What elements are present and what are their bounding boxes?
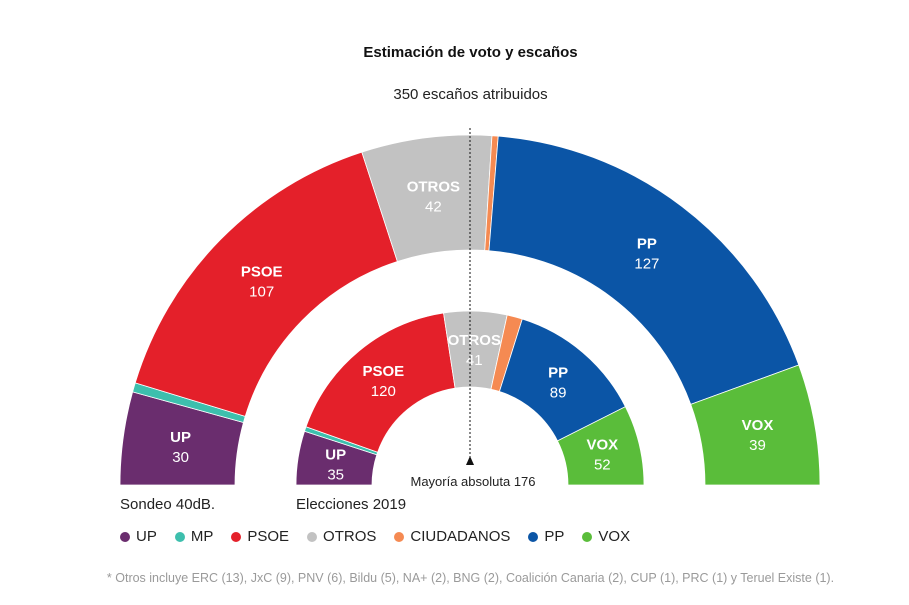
majority-arrow-icon [466, 456, 474, 465]
outer-ring-sondeo: UP 30 PSOE 107 OTROS 42 PP 127 VOX 39 [119, 134, 821, 486]
segment-label-psoe: PSOE [362, 363, 404, 380]
segment-label-up: UP [170, 429, 191, 446]
chart-subtitle: 350 escaños atribuidos [393, 86, 548, 103]
legend-label: MP [190, 528, 214, 545]
segment-label-up: UP [325, 447, 346, 464]
segment-label-vox: VOX [586, 437, 618, 454]
segment-value-otros: 42 [425, 198, 442, 215]
majority-label: Mayoría absoluta 176 [410, 474, 535, 489]
segment-value-psoe: 107 [249, 283, 274, 300]
footnote: * Otros incluye ERC (13), JxC (9), PNV (… [106, 571, 835, 585]
legend-dot-icon [307, 531, 318, 542]
chart-title: Estimación de voto y escaños [363, 44, 578, 61]
segment-value-up: 30 [172, 449, 189, 466]
legend-dot-icon [394, 531, 405, 542]
legend-dot-icon [582, 531, 593, 542]
inner-ring-elecciones: UP 35 PSOE 120 OTROS 41 PP 89 VOX 52 [295, 310, 645, 486]
segment-pp [488, 135, 800, 405]
majority-marker: Mayoría absoluta 176 [410, 128, 536, 489]
legend-item-pp: PP [528, 528, 564, 545]
segment-label-pp: PP [637, 236, 657, 253]
segment-label-otros: OTROS [407, 178, 460, 195]
hemicycle-chart: UP 30 PSOE 107 OTROS 42 PP 127 VOX 39 UP 35 PSOE 120… [119, 128, 821, 489]
segment-value-vox: 52 [594, 457, 611, 474]
segment-value-vox: 39 [749, 437, 766, 454]
legend-dot-icon [231, 531, 242, 542]
segment-label-pp: PP [548, 364, 568, 381]
legend-item-psoe: PSOE [231, 528, 289, 545]
segment-value-up: 35 [327, 467, 344, 484]
segment-value-pp: 127 [634, 256, 659, 273]
legend-label: PP [544, 528, 565, 545]
segment-vox [690, 364, 821, 486]
legend-item-up: UP [120, 528, 157, 545]
legend-item-otros: OTROS [307, 528, 376, 545]
segment-value-psoe: 120 [371, 383, 396, 400]
segment-label-vox: VOX [742, 417, 774, 434]
inner-ring-label: Elecciones 2019 [296, 496, 407, 513]
legend-dot-icon [528, 531, 539, 542]
legend-label: OTROS [323, 528, 377, 545]
legend: UP MP PSOE OTROS CIUDADANOS PP VOX [120, 528, 630, 545]
legend-label: UP [136, 528, 157, 545]
legend-label: CIUDADANOS [410, 528, 511, 545]
segment-label-otros: OTROS [448, 332, 501, 349]
legend-dot-icon [174, 531, 185, 542]
segment-value-pp: 89 [550, 384, 567, 401]
legend-item-mp: MP [174, 528, 214, 545]
legend-label: VOX [598, 528, 631, 545]
legend-label: PSOE [247, 528, 290, 545]
legend-item-ciudadanos: CIUDADANOS [394, 528, 510, 545]
outer-ring-label: Sondeo 40dB. [120, 496, 216, 513]
segment-psoe [305, 312, 456, 453]
segment-value-otros: 41 [466, 352, 483, 369]
legend-item-vox: VOX [582, 528, 630, 545]
segment-vox [556, 406, 645, 486]
segment-label-psoe: PSOE [241, 263, 283, 280]
legend-dot-icon [120, 531, 130, 542]
